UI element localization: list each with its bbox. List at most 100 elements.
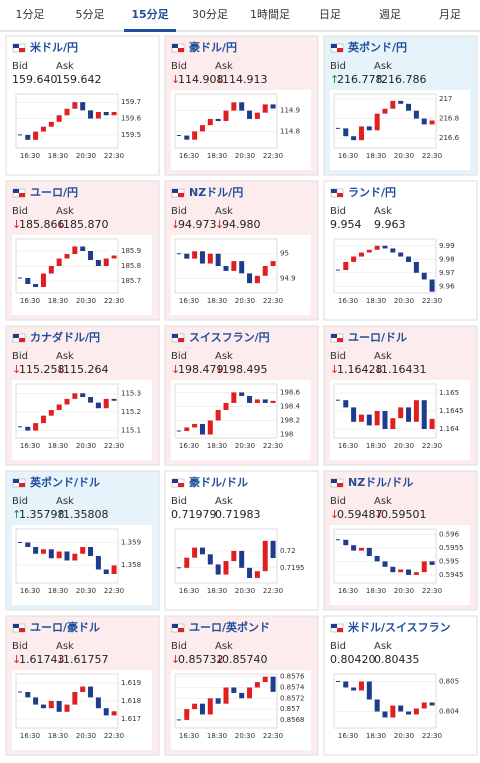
candle	[111, 711, 117, 716]
candle	[262, 540, 268, 572]
tab[interactable]: 30分足	[192, 8, 228, 21]
ask-arrow: ↓	[374, 363, 383, 376]
candle	[40, 126, 46, 132]
tab[interactable]: 日足	[319, 8, 341, 21]
chart-bg	[330, 235, 470, 315]
ask-arrow: ↓	[56, 363, 65, 376]
y-tick-label: 1.358	[121, 561, 141, 569]
tab[interactable]: 1時間足	[250, 8, 290, 21]
candle	[231, 102, 237, 111]
card-title[interactable]: ユーロ/英ポンド	[189, 620, 270, 634]
card-title[interactable]: 英ポンド/円	[347, 40, 407, 54]
x-tick-label: 20:30	[235, 587, 255, 595]
candle	[390, 566, 396, 573]
candle	[413, 708, 419, 715]
card-title[interactable]: ランド/円	[348, 186, 396, 199]
y-tick-label: 159.6	[121, 115, 142, 123]
bid-value: 216.778	[337, 73, 383, 86]
candle	[358, 414, 364, 422]
candle	[270, 540, 276, 559]
ask-value: 114.913	[222, 73, 268, 86]
ask-value: 0.85740	[222, 653, 268, 666]
y-tick-label: 1.1645	[439, 407, 464, 415]
candle	[343, 400, 349, 408]
card-title[interactable]: ユーロ/ドル	[348, 331, 407, 344]
tab[interactable]: 週足	[379, 8, 401, 21]
candle	[80, 246, 86, 251]
card-title[interactable]: ユーロ/円	[30, 186, 78, 199]
card-title[interactable]: NZドル/円	[189, 186, 243, 199]
flag-part	[178, 483, 184, 487]
candle	[48, 410, 54, 416]
candle	[270, 261, 276, 266]
candle	[25, 692, 31, 698]
tab[interactable]: 15分足	[131, 7, 169, 21]
card-title[interactable]: 米ドル/円	[29, 40, 78, 54]
tab[interactable]: 月足	[439, 8, 461, 21]
y-tick-label: 114.8	[280, 127, 300, 135]
bid-label: Bid	[12, 496, 28, 507]
candle	[72, 393, 78, 399]
candle	[103, 258, 109, 266]
tab[interactable]: 1分足	[16, 8, 45, 21]
candle	[184, 135, 190, 140]
candle	[374, 113, 380, 131]
card-title[interactable]: ユーロ/豪ドル	[30, 620, 100, 634]
flag-part	[331, 479, 337, 483]
ask-label: Ask	[215, 496, 233, 507]
ask-label: Ask	[215, 61, 233, 72]
candle	[398, 407, 404, 419]
x-tick-label: 16:30	[179, 152, 199, 160]
card-title[interactable]: NZドル/ドル	[348, 476, 413, 489]
candle	[406, 711, 412, 715]
candle	[207, 554, 213, 565]
x-tick-label: 22:30	[104, 297, 124, 305]
candle	[382, 711, 388, 718]
card-title[interactable]: 豪ドル/円	[189, 40, 237, 54]
candle	[382, 561, 388, 567]
candle	[95, 112, 101, 119]
ask-value: 1.35808	[63, 508, 109, 521]
card-title[interactable]: スイスフラン/円	[189, 331, 270, 344]
candle	[199, 703, 205, 715]
bid-value: 198.479	[178, 363, 224, 376]
card-title[interactable]: カナダドル/円	[30, 330, 100, 344]
bid-arrow: ↓	[171, 363, 180, 376]
candle	[199, 547, 205, 555]
card-title[interactable]: 英ポンド/ドル	[29, 475, 100, 489]
candle	[239, 102, 245, 111]
x-tick-label: 16:30	[20, 587, 40, 595]
x-tick-label: 18:30	[366, 587, 386, 595]
flag-part	[178, 193, 184, 197]
tab[interactable]: 5分足	[76, 8, 105, 21]
x-tick-label: 22:30	[263, 587, 283, 595]
candle	[88, 251, 94, 260]
y-tick-label: 0.596	[439, 530, 460, 538]
candle	[374, 245, 380, 250]
flag-part	[19, 48, 25, 52]
x-tick-label: 20:30	[76, 732, 96, 740]
x-tick-label: 16:30	[338, 152, 358, 160]
x-tick-label: 20:30	[394, 152, 414, 160]
candle	[351, 256, 357, 262]
x-tick-label: 18:30	[207, 732, 227, 740]
card-title[interactable]: 豪ドル/ドル	[189, 475, 248, 489]
candle	[25, 542, 31, 547]
candle	[374, 699, 380, 712]
x-tick-label: 20:30	[394, 297, 414, 305]
candle	[72, 246, 78, 254]
bid-value: 9.954	[330, 218, 362, 231]
ask-value: 1.16431	[381, 363, 427, 376]
x-tick-label: 20:30	[76, 152, 96, 160]
bid-arrow: ↓	[171, 218, 180, 231]
y-tick-label: 114.9	[280, 107, 300, 115]
card-title[interactable]: 米ドル/スイスフラン	[347, 620, 451, 634]
candle	[95, 260, 101, 266]
x-tick-label: 18:30	[207, 297, 227, 305]
x-tick-label: 18:30	[366, 442, 386, 450]
bid-arrow: ↓	[330, 363, 339, 376]
candle	[351, 545, 357, 551]
candle	[207, 253, 213, 264]
x-tick-label: 22:30	[263, 152, 283, 160]
candle	[199, 125, 205, 132]
